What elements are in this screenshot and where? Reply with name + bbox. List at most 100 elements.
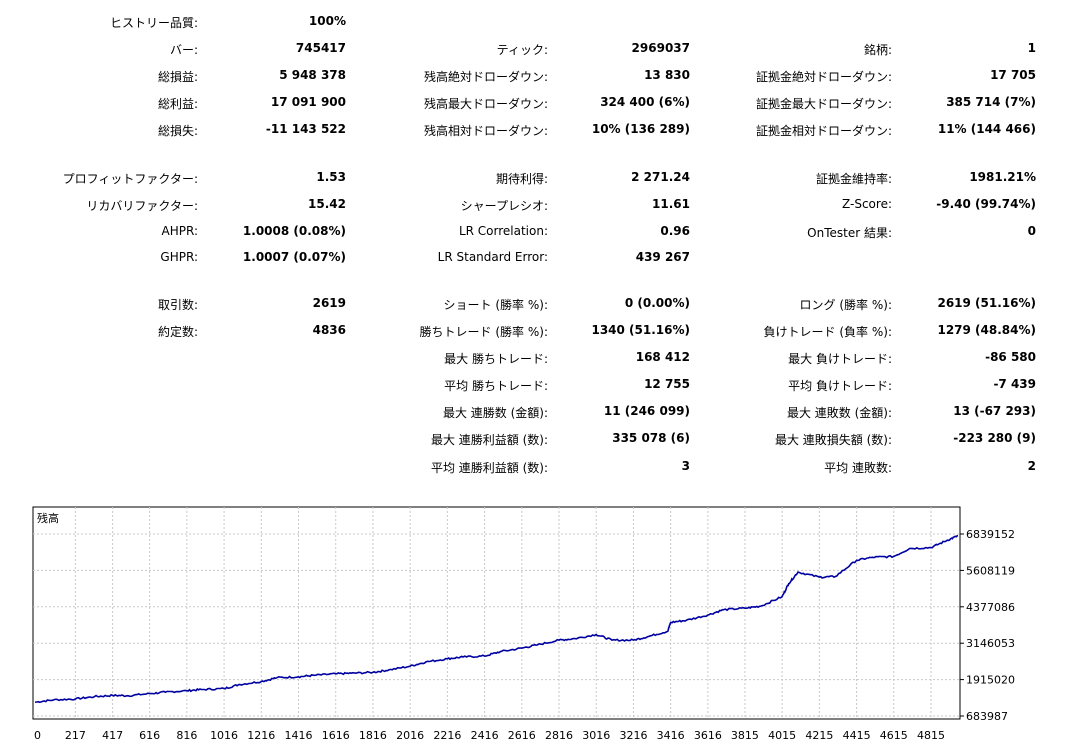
stat-value: 2969037 — [631, 41, 690, 55]
stat-value: 1 — [1027, 41, 1036, 55]
stat-label: 最大 負けトレード: — [788, 352, 892, 366]
stat-label: 期待利得: — [495, 172, 548, 186]
stat-label: 証拠金相対ドローダウン: — [755, 124, 892, 138]
stat-value: 0 (0.00%) — [624, 296, 690, 310]
stat-value: 13 (-67 293) — [953, 404, 1036, 418]
x-tick-label: 2616 — [508, 729, 536, 742]
stat-label: リカバリファクター: — [86, 199, 198, 213]
stat-value: 439 267 — [635, 250, 690, 264]
stat-label: 総損益: — [157, 70, 198, 84]
x-tick-label: 1616 — [322, 729, 350, 742]
stat-value: 324 400 (6%) — [600, 95, 690, 109]
stat-value: -11 143 522 — [265, 122, 346, 136]
x-tick-label: 4215 — [805, 729, 833, 742]
stat-value: 1.0008 (0.08%) — [242, 224, 346, 238]
stat-value: 2 271.24 — [631, 170, 690, 184]
x-tick-label: 4815 — [917, 729, 945, 742]
stat-value: 12 755 — [644, 377, 690, 391]
chart-grid — [33, 507, 960, 719]
x-tick-label: 816 — [176, 729, 197, 742]
x-tick-label: 3416 — [657, 729, 685, 742]
stat-value: 0 — [1027, 224, 1036, 238]
stat-value: 168 412 — [635, 350, 690, 364]
stat-label: 最大 連勝数 (金額): — [442, 406, 548, 420]
x-tick-label: 616 — [139, 729, 160, 742]
stat-value: 13 830 — [644, 68, 690, 82]
stat-label: 約定数: — [157, 325, 198, 339]
stat-label: プロフィットファクター: — [62, 172, 198, 186]
y-tick-label: 5608119 — [966, 564, 1015, 577]
x-tick-label: 4615 — [880, 729, 908, 742]
x-tick-label: 217 — [65, 729, 86, 742]
stat-label: 証拠金最大ドローダウン: — [755, 97, 892, 111]
stat-label: 総利益: — [157, 97, 198, 111]
stat-value: 1279 (48.84%) — [937, 323, 1036, 337]
y-tick-label: 4377086 — [966, 601, 1015, 614]
stat-label: 負けトレード (負率 %): — [763, 325, 892, 339]
stat-label: GHPR: — [160, 250, 198, 264]
stat-label: LR Correlation: — [458, 224, 548, 238]
stat-label: 最大 連敗損失額 (数): — [774, 433, 892, 447]
stat-value: 1340 (51.16%) — [591, 323, 690, 337]
stat-label: バー: — [169, 43, 198, 57]
stat-label: LR Standard Error: — [437, 250, 548, 264]
balance-chart: 683987 1915020 3146053 4377086 5608119 683915… — [0, 500, 1075, 756]
x-tick-label: 2416 — [471, 729, 499, 742]
stat-label: OnTester 結果: — [807, 226, 892, 240]
x-tick-label: 3815 — [731, 729, 759, 742]
y-tick-label: 6839152 — [966, 528, 1015, 541]
stat-value: 11% (144 466) — [937, 122, 1036, 136]
stat-label: 銘柄: — [863, 43, 892, 57]
stat-label: 総損失: — [157, 124, 198, 138]
stat-value: 1.0007 (0.07%) — [242, 250, 346, 264]
stat-value: 1981.21% — [969, 170, 1036, 184]
stat-label: 証拠金維持率: — [815, 172, 892, 186]
balance-line — [34, 534, 959, 704]
stat-value: 335 078 (6) — [612, 431, 690, 445]
x-tick-label: 3616 — [694, 729, 722, 742]
stat-label: 残高相対ドローダウン: — [423, 124, 548, 138]
stat-label: ショート (勝率 %): — [443, 298, 548, 312]
x-tick-label: 4015 — [768, 729, 796, 742]
stat-label: 証拠金絶対ドローダウン: — [755, 70, 892, 84]
y-tick-label: 1915020 — [966, 674, 1015, 687]
stat-value: 385 714 (7%) — [946, 95, 1036, 109]
stat-label: ロング (勝率 %): — [799, 298, 892, 312]
x-tick-label: 3016 — [582, 729, 610, 742]
stat-value: -86 580 — [985, 350, 1036, 364]
stat-value: 11 (246 099) — [603, 404, 690, 418]
stat-label: 残高絶対ドローダウン: — [423, 70, 548, 84]
stat-label: 最大 連敗数 (金額): — [786, 406, 892, 420]
stat-label: AHPR: — [161, 224, 198, 238]
stat-value: 2619 (51.16%) — [937, 296, 1036, 310]
report-stats: ヒストリー品質: 100% バー: 745417 総損益: 5 948 378 総利益: 17… — [62, 14, 1036, 475]
stat-label: 最大 連勝利益額 (数): — [430, 433, 548, 447]
y-tick-label: 3146053 — [966, 637, 1015, 650]
stat-label: 平均 勝ちトレード: — [444, 379, 548, 393]
stat-value: 4836 — [312, 323, 346, 337]
stat-value: 17 705 — [990, 68, 1036, 82]
chart-title: 残高 — [37, 512, 59, 525]
stat-label: ティック: — [496, 43, 548, 57]
stat-value: 11.61 — [652, 197, 690, 211]
x-tick-label: 2216 — [433, 729, 461, 742]
y-axis-ticks: 683987 1915020 3146053 4377086 5608119 683915… — [960, 528, 1015, 723]
x-tick-label: 4415 — [843, 729, 871, 742]
stat-label: 残高最大ドローダウン: — [423, 97, 548, 111]
stat-value: 0.96 — [660, 224, 690, 238]
stat-label: 平均 連勝利益額 (数): — [430, 461, 548, 475]
stat-label: シャープレシオ: — [460, 199, 548, 213]
stat-label: 平均 連敗数: — [824, 461, 892, 475]
stat-value: -9.40 (99.74%) — [936, 197, 1036, 211]
balance-chart-svg: 683987 1915020 3146053 4377086 5608119 683915… — [32, 506, 1015, 742]
stat-label: 最大 勝ちトレード: — [444, 352, 548, 366]
x-tick-label: 1816 — [359, 729, 387, 742]
x-tick-label: 1216 — [247, 729, 275, 742]
x-tick-label: 1016 — [210, 729, 238, 742]
x-tick-label: 3216 — [619, 729, 647, 742]
stat-label: ヒストリー品質: — [109, 16, 198, 30]
stat-label: 取引数: — [157, 298, 198, 312]
stat-value: 15.42 — [308, 197, 346, 211]
stat-label: 平均 負けトレード: — [788, 379, 892, 393]
stat-value: 5 948 378 — [279, 68, 346, 82]
